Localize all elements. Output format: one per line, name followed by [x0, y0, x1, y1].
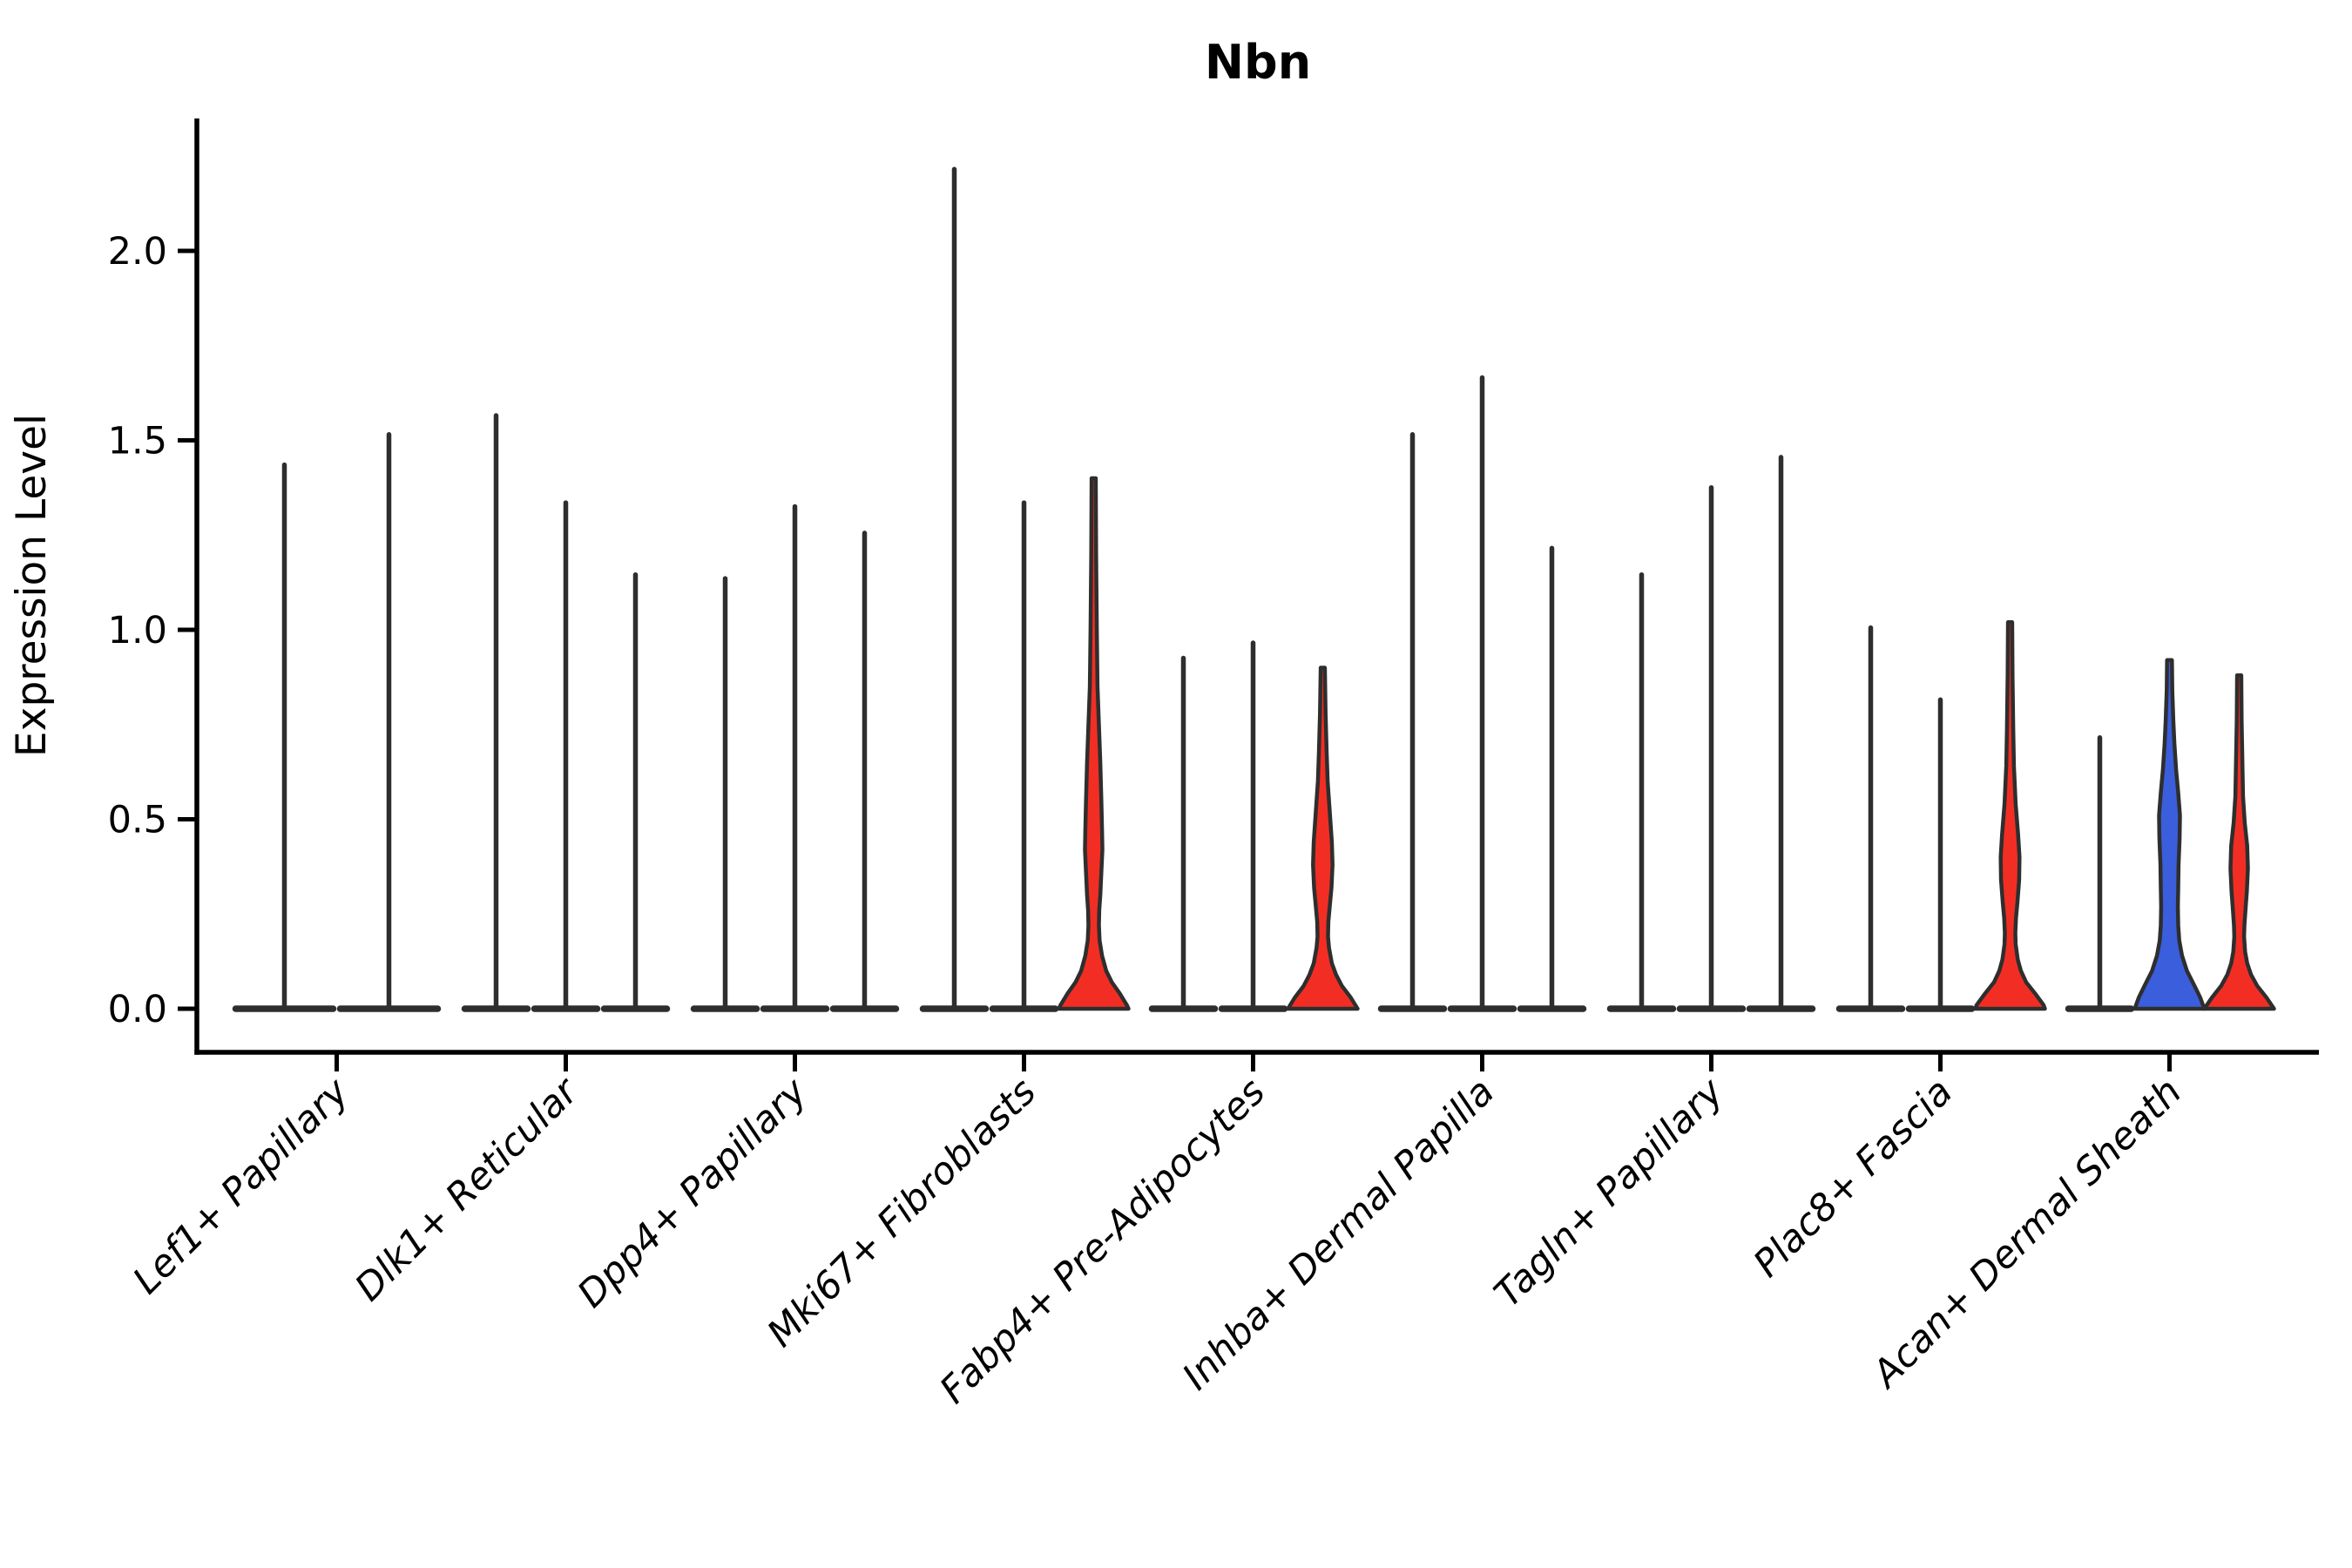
- violins-layer: [232, 166, 2276, 1012]
- y-tick-label: 2.0: [108, 230, 167, 274]
- y-tick-label: 0.5: [108, 799, 167, 842]
- x-tick-label: Dlk1+ Reticular: [347, 1069, 588, 1310]
- y-tick-label: 1.0: [108, 609, 167, 652]
- x-tick-label: Plac8+ Fascia: [1746, 1070, 1962, 1286]
- violin-4-3: [1057, 476, 1131, 1011]
- x-tick-label: Tagln+ Papillary: [1486, 1070, 1733, 1316]
- chart-title: Nbn: [1205, 35, 1311, 90]
- y-tick-label: 1.5: [108, 420, 167, 463]
- y-axis-label: Expression Level: [8, 414, 56, 757]
- x-tick-label: Dpp4+ Papillary: [570, 1070, 816, 1316]
- y-tick-label: 0.0: [108, 988, 167, 1031]
- violin-5-3: [1286, 666, 1360, 1011]
- violin-8-3: [1973, 620, 2047, 1011]
- x-tick-label: Lef1+ Papillary: [125, 1070, 357, 1302]
- violin-9-3: [2202, 672, 2276, 1011]
- violin-9-2: [2132, 658, 2207, 1011]
